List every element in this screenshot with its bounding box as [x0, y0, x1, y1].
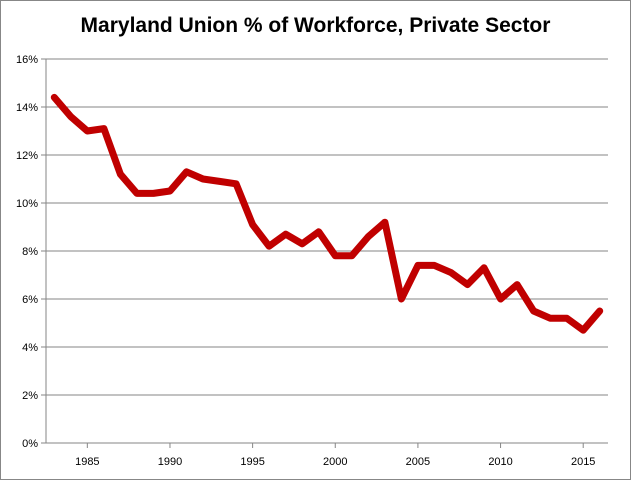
x-axis-ticks: 1985 1990 1995 2000 2005 2010 2015 — [75, 456, 595, 468]
y-tick-label: 10% — [16, 198, 38, 210]
y-tick-label: 8% — [22, 246, 38, 258]
x-tick-label: 2010 — [488, 456, 512, 468]
y-tick-label: 2% — [22, 390, 38, 402]
y-tick-label: 12% — [16, 150, 38, 162]
x-tick-label: 1985 — [75, 456, 99, 468]
axes — [41, 58, 608, 448]
x-tick-label: 2005 — [406, 456, 430, 468]
x-tick-label: 1995 — [240, 456, 264, 468]
y-tick-label: 4% — [22, 342, 38, 354]
y-tick-label: 0% — [22, 438, 38, 450]
series-line — [50, 93, 604, 334]
y-tick-label: 6% — [22, 294, 38, 306]
x-tick-label: 1990 — [158, 456, 182, 468]
y-axis-ticks: 0% 2% 4% 6% 8% 10% 12% 14% 16% — [16, 54, 38, 450]
y-tick-label: 16% — [16, 54, 38, 66]
chart-title: Maryland Union % of Workforce, Private S… — [80, 14, 551, 37]
x-tick-label: 2015 — [571, 456, 595, 468]
x-tick-label: 2000 — [323, 456, 347, 468]
y-tick-label: 14% — [16, 102, 38, 114]
gridlines — [46, 58, 608, 396]
series-layer — [50, 93, 604, 334]
